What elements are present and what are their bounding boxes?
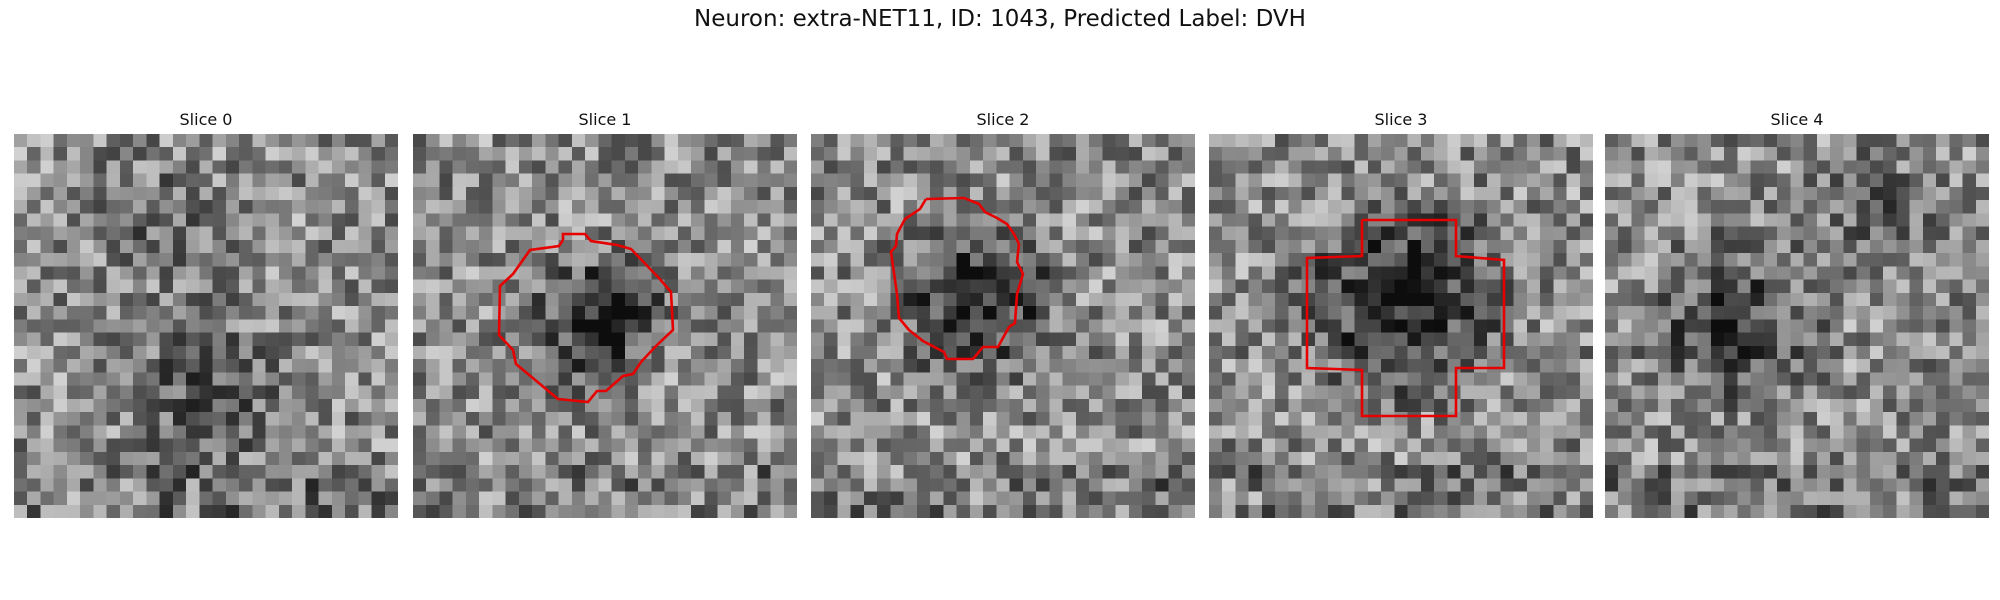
slice-canvas-2 bbox=[811, 134, 1195, 518]
slice-image-3 bbox=[1209, 134, 1593, 518]
slice-canvas-0 bbox=[14, 134, 398, 518]
slice-title-0: Slice 0 bbox=[179, 110, 233, 129]
slice-panel-2: Slice 2 bbox=[811, 106, 1195, 518]
slice-image-2 bbox=[811, 134, 1195, 518]
figure-title: Neuron: extra-NET11, ID: 1043, Predicted… bbox=[694, 6, 1306, 32]
slice-panel-0: Slice 0 bbox=[14, 106, 398, 518]
contour-overlay-1 bbox=[497, 232, 675, 404]
slice-image-1 bbox=[413, 134, 797, 518]
roi-contour-2 bbox=[889, 196, 1025, 361]
slice-image-0 bbox=[14, 134, 398, 518]
slice-panel-1: Slice 1 bbox=[413, 106, 797, 518]
slice-title-1: Slice 1 bbox=[578, 110, 632, 129]
contour-overlay-3 bbox=[1305, 218, 1506, 418]
slice-canvas-4 bbox=[1605, 134, 1989, 518]
contour-overlay-2 bbox=[889, 196, 1025, 361]
roi-contour-1 bbox=[497, 232, 675, 404]
slice-title-2: Slice 2 bbox=[976, 110, 1030, 129]
roi-contour-3 bbox=[1305, 218, 1506, 418]
slice-image-4 bbox=[1605, 134, 1989, 518]
slice-title-3: Slice 3 bbox=[1374, 110, 1428, 129]
slice-canvas-3 bbox=[1209, 134, 1593, 518]
slice-panel-3: Slice 3 bbox=[1209, 106, 1593, 518]
slice-canvas-1 bbox=[413, 134, 797, 518]
slice-panel-4: Slice 4 bbox=[1605, 106, 1989, 518]
slice-title-4: Slice 4 bbox=[1770, 110, 1824, 129]
